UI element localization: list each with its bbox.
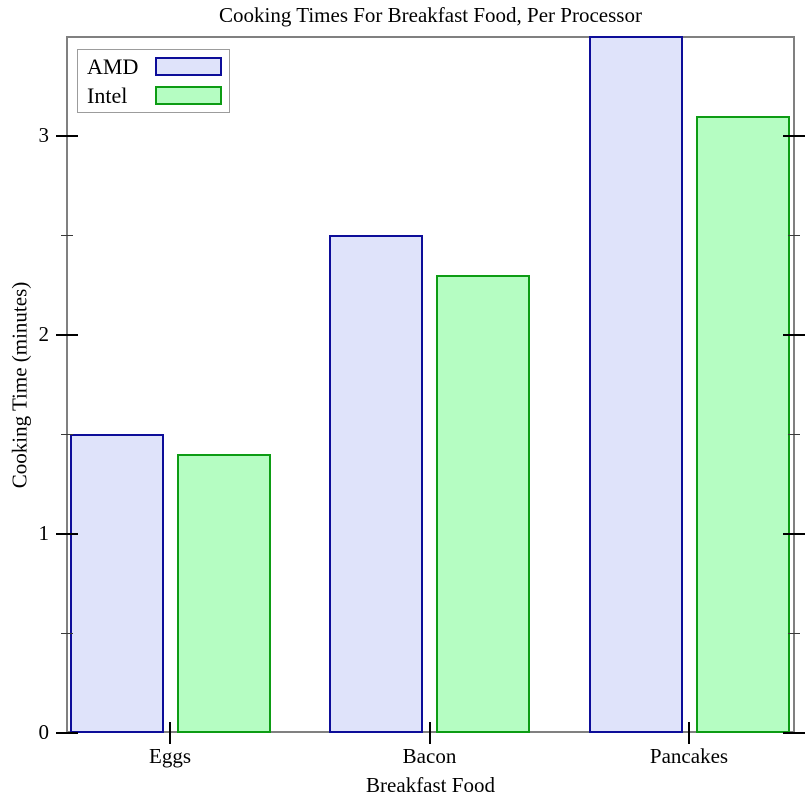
y-major-tick	[56, 333, 78, 336]
legend-item-intel: Intel	[78, 81, 229, 110]
legend-swatch-amd	[155, 57, 222, 76]
y-major-tick-right	[783, 532, 805, 535]
y-minor-tick	[61, 234, 73, 236]
y-major-tick-right	[783, 134, 805, 137]
y-major-tick	[56, 532, 78, 535]
legend-swatch-intel	[155, 86, 222, 105]
y-tick-label: 2	[38, 321, 50, 346]
y-minor-tick-right	[788, 234, 800, 236]
bar-amd-pancakes	[588, 36, 683, 733]
y-major-tick	[56, 134, 78, 137]
bar-intel-eggs	[176, 454, 271, 733]
y-minor-tick	[61, 433, 73, 435]
x-major-tick	[169, 722, 171, 744]
bar-amd-eggs	[69, 434, 164, 733]
y-major-tick-right	[783, 732, 805, 734]
legend-label: Intel	[87, 82, 128, 108]
x-tick-label: Pancakes	[649, 744, 729, 768]
y-tick-label: 3	[38, 122, 50, 147]
y-minor-tick-right	[788, 632, 800, 634]
y-minor-tick	[61, 632, 73, 634]
y-minor-tick-right	[788, 433, 800, 435]
y-tick-label: 1	[38, 520, 50, 545]
bar-intel-pancakes	[695, 116, 790, 733]
x-tick-label: Eggs	[149, 744, 191, 768]
x-major-tick	[688, 722, 690, 744]
legend-label: AMD	[87, 53, 139, 79]
y-major-tick	[56, 732, 78, 734]
y-major-tick-right	[783, 333, 805, 336]
x-axis-label: Breakfast Food	[366, 773, 495, 797]
axis-frame	[66, 36, 795, 733]
y-tick-label: 0	[38, 720, 50, 745]
legend: AMD Intel	[77, 49, 230, 113]
x-major-tick	[428, 722, 431, 744]
y-axis-label: Cooking Time (minutes)	[7, 281, 32, 489]
chart-title: Cooking Times For Breakfast Food, Per Pr…	[219, 3, 642, 27]
x-tick-label: Bacon	[402, 744, 457, 768]
plot-area: AMD Intel 0 1 2 3 Eggs Bacon Pancakes	[39, 36, 805, 768]
legend-item-amd: AMD	[78, 52, 229, 81]
bar-amd-bacon	[329, 235, 423, 733]
bar-intel-bacon	[436, 275, 530, 733]
